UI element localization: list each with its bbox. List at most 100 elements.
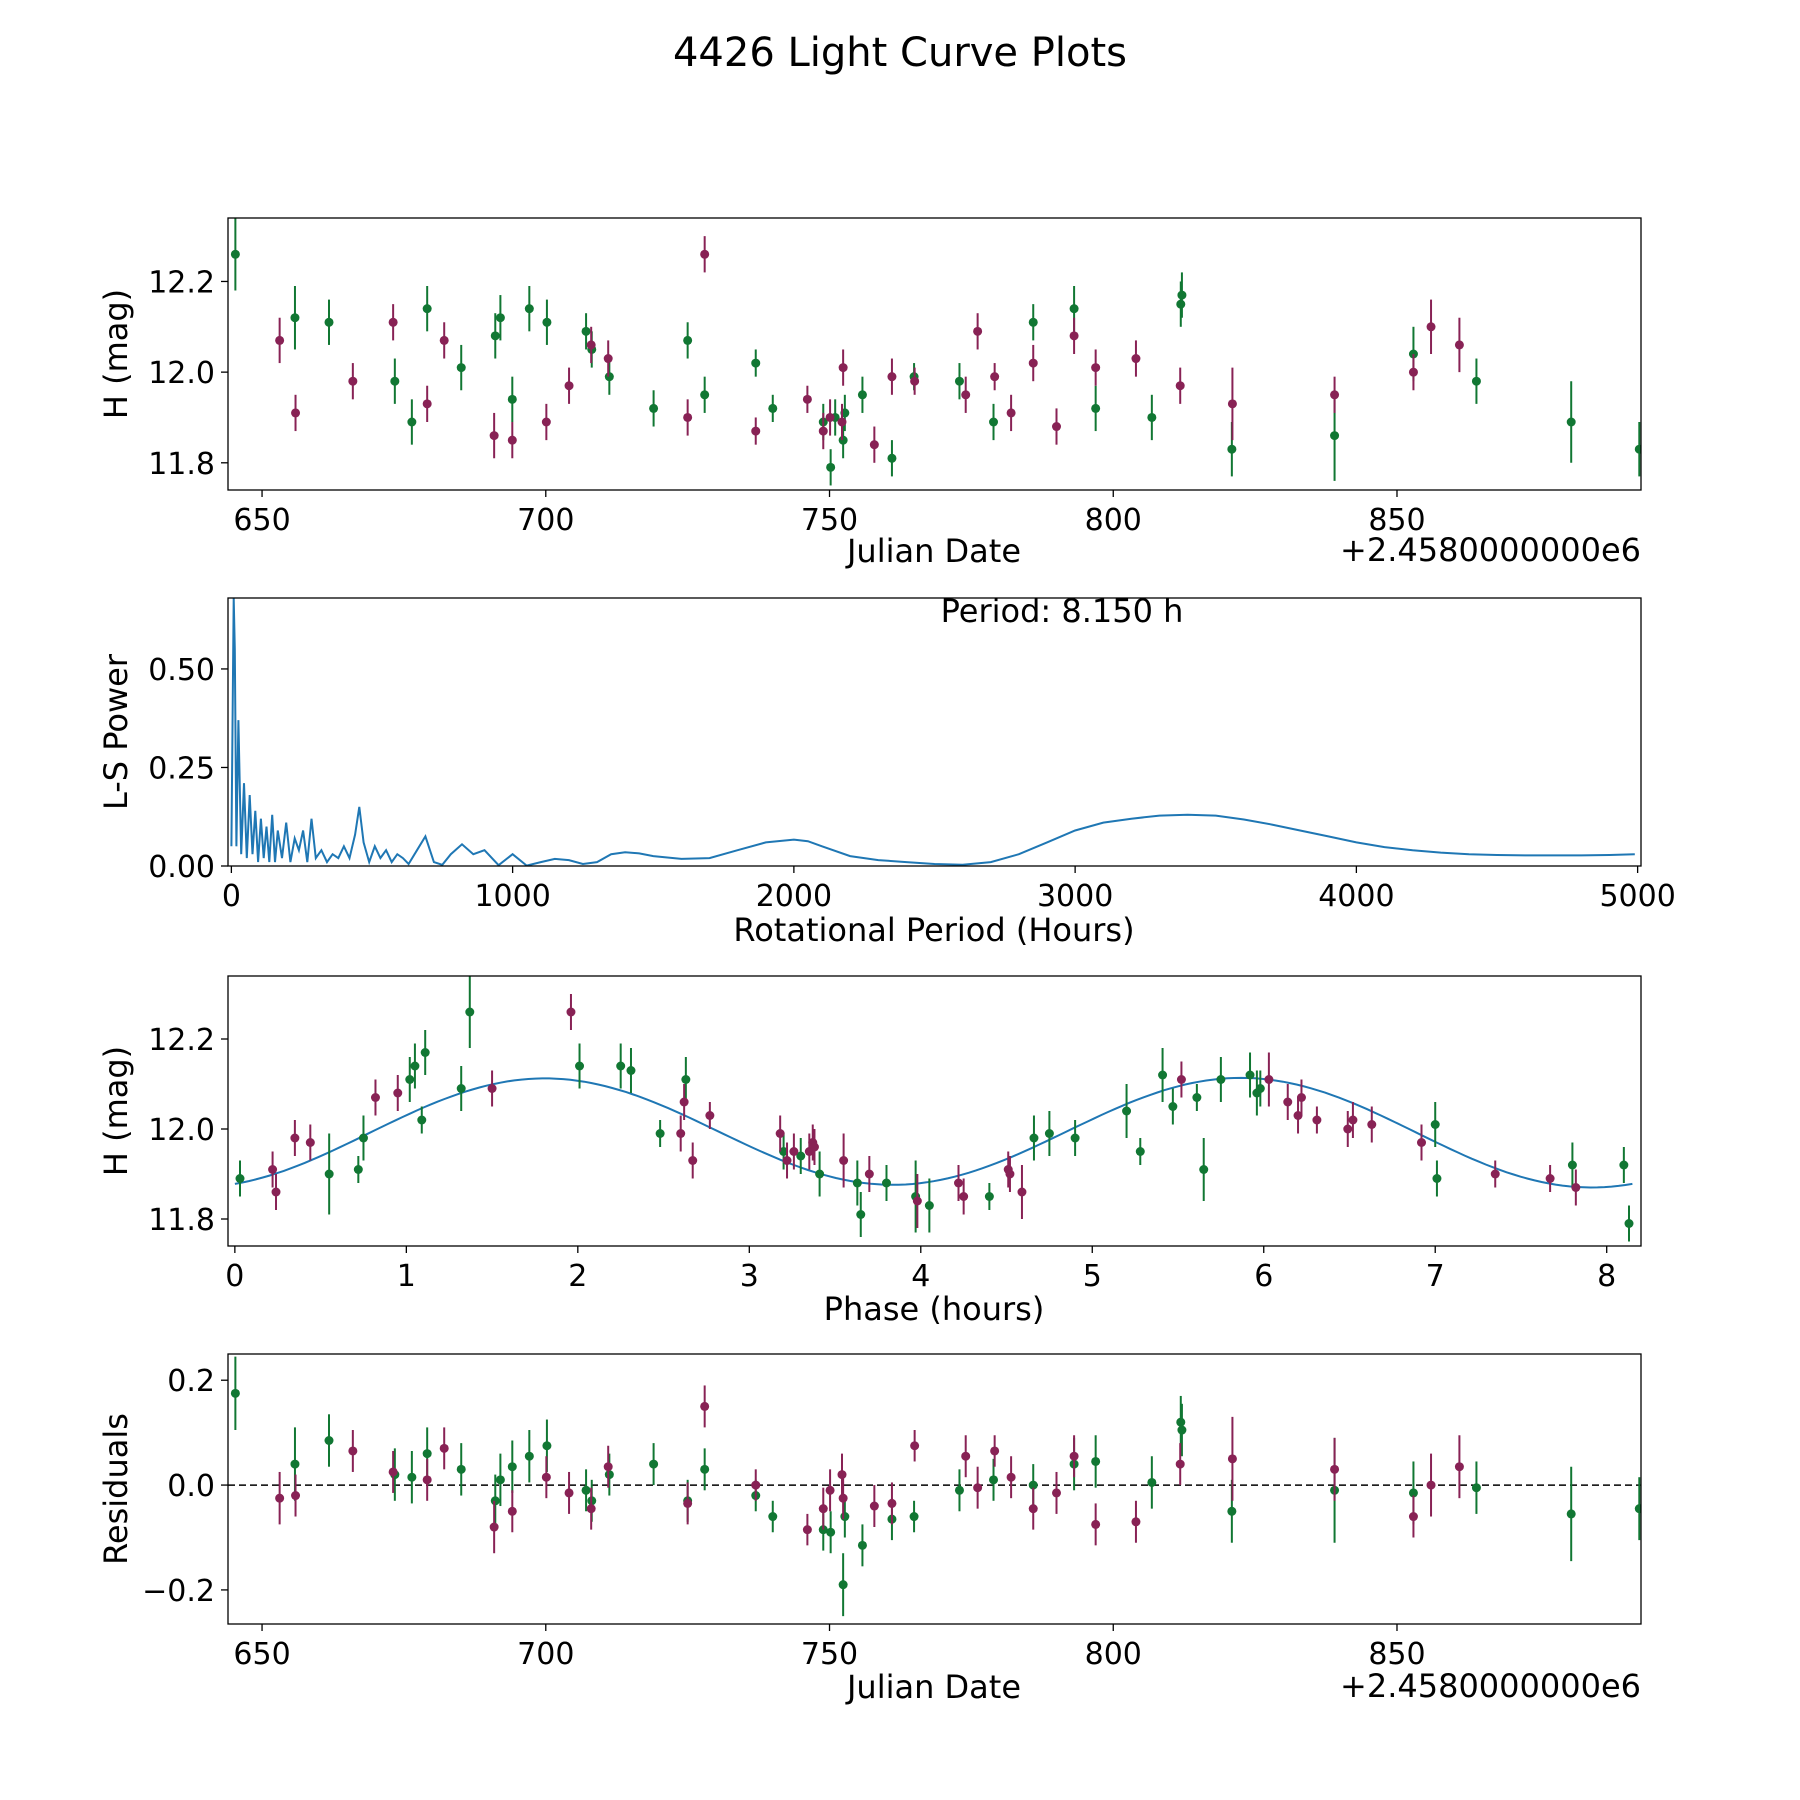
data-point (796, 1151, 806, 1161)
light-curve-y-label: H (mag) (97, 289, 135, 419)
data-point (1028, 317, 1038, 327)
data-point (604, 372, 614, 382)
x-tick-label: 5 (1083, 1259, 1102, 1294)
data-point (1147, 1477, 1157, 1487)
data-point (751, 1480, 761, 1490)
data-point (268, 1165, 278, 1174)
data-point (1028, 358, 1038, 368)
x-tick-label: 0 (225, 1259, 244, 1294)
periodogram-y-ticks: 0.00 0.25 0.50 (148, 653, 228, 885)
data-point (1634, 444, 1641, 454)
data-point (779, 1147, 789, 1156)
data-point (857, 390, 867, 400)
x-tick-label: 5000 (1599, 879, 1675, 914)
data-point (1348, 1115, 1358, 1125)
data-point (524, 304, 534, 314)
data-point (649, 403, 659, 413)
data-point (1006, 408, 1016, 418)
data-point (959, 1192, 969, 1201)
data-point (681, 1075, 691, 1084)
data-point (581, 1485, 591, 1495)
data-point (393, 1088, 403, 1098)
data-point (275, 335, 285, 345)
data-point (324, 1436, 334, 1446)
data-point (1052, 422, 1062, 432)
data-point (1091, 363, 1101, 373)
data-point (1566, 1509, 1576, 1519)
panel-phase-fold: 0 1 2 3 4 5 6 7 8 11.8 12.0 12.2 Phase (hours) H (… (97, 975, 1642, 1328)
periodogram-marks (230, 598, 1635, 866)
data-point (1135, 1147, 1145, 1156)
data-point (887, 1498, 897, 1508)
data-point (407, 1472, 417, 1482)
data-point (291, 408, 301, 418)
data-point (487, 1084, 497, 1093)
data-point (683, 412, 693, 422)
data-point (390, 376, 400, 386)
data-point (420, 1048, 430, 1057)
data-point (275, 1493, 285, 1503)
data-point (541, 417, 551, 427)
data-point (235, 1174, 245, 1183)
data-point (649, 1459, 659, 1469)
data-point (291, 1491, 301, 1501)
x-tick-label: 750 (801, 1637, 858, 1672)
data-point (230, 249, 240, 259)
data-point (542, 317, 552, 327)
data-point (1571, 1183, 1581, 1192)
data-point (815, 1169, 825, 1179)
data-point (1044, 1129, 1054, 1138)
residuals-marks (228, 1356, 1641, 1617)
periodogram-x-ticks: 0 1000 2000 3000 4000 5000 (222, 866, 1676, 914)
data-point (305, 1138, 315, 1147)
x-tick-label: 2000 (756, 879, 832, 914)
x-tick-label: 3 (740, 1259, 759, 1294)
data-point (1147, 412, 1157, 422)
data-point (1283, 1097, 1293, 1107)
x-tick-label: 7 (1426, 1259, 1445, 1294)
data-point (1255, 1084, 1265, 1093)
data-point (1227, 1454, 1237, 1464)
data-point (388, 1467, 398, 1477)
data-point (388, 317, 398, 327)
x-tick-label: 750 (801, 503, 858, 538)
data-point (616, 1061, 626, 1071)
data-point (1367, 1120, 1377, 1129)
periodogram-frame (227, 597, 1642, 867)
data-point (1296, 1093, 1306, 1102)
data-point (1028, 1504, 1038, 1514)
x-tick-label: 4 (911, 1259, 930, 1294)
data-point (626, 1066, 636, 1075)
data-point (924, 1201, 934, 1210)
data-point (912, 1196, 922, 1206)
data-point (1091, 1456, 1101, 1466)
data-point (358, 1133, 368, 1143)
data-point (1264, 1075, 1274, 1084)
periodogram-y-label: L-S Power (97, 653, 135, 810)
data-point (700, 249, 710, 259)
data-point (490, 331, 500, 341)
data-point (1176, 1075, 1186, 1084)
data-point (1070, 1133, 1080, 1143)
data-point (490, 1496, 500, 1506)
data-point (353, 1165, 363, 1174)
data-point (700, 1401, 710, 1411)
data-point (370, 1093, 380, 1102)
x-tick-label: 700 (517, 1637, 574, 1672)
data-point (524, 1451, 534, 1461)
panel-periodogram: 0 1000 2000 3000 4000 5000 0.00 0.25 0.50 Perio… (97, 592, 1676, 949)
data-point (973, 326, 983, 336)
data-point (825, 1485, 835, 1495)
data-point (542, 1441, 552, 1451)
data-point (887, 372, 897, 382)
data-point (405, 1075, 415, 1084)
panel-light-curve: 650 700 750 800 850 11.8 12.0 12.2 Julian Date… (97, 217, 1642, 570)
data-point (586, 1504, 596, 1514)
data-point (961, 1451, 971, 1461)
data-point (705, 1111, 715, 1120)
data-point (417, 1115, 427, 1125)
data-point (603, 354, 613, 364)
data-point (869, 1501, 879, 1511)
light-curve-marks (230, 218, 1641, 486)
